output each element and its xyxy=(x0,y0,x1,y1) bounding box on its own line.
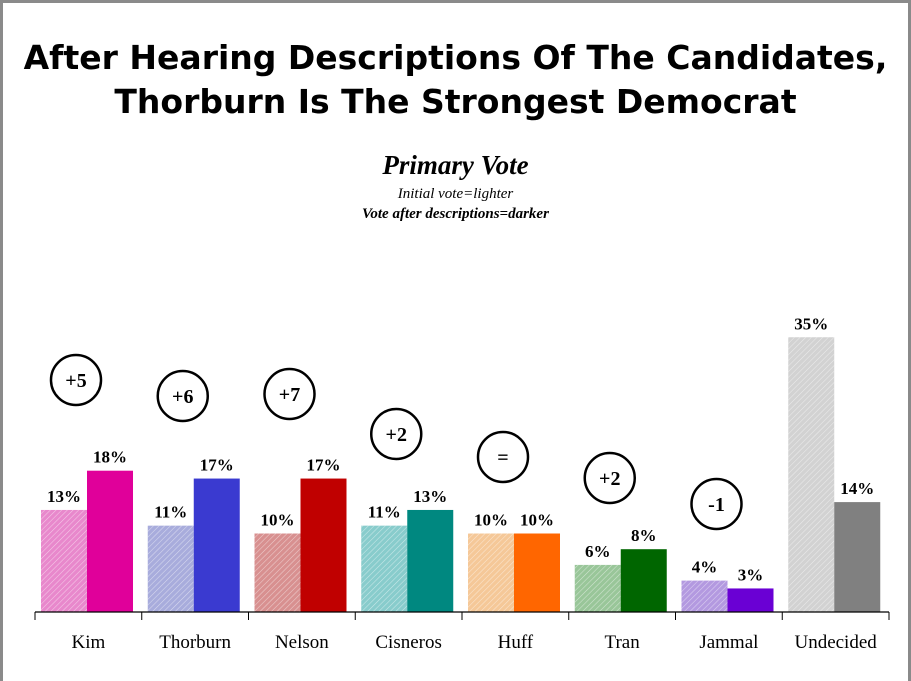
data-label-initial: 35% xyxy=(794,314,828,333)
category-label: Kim xyxy=(71,632,105,653)
bar-initial-hatch-jammal xyxy=(681,580,728,612)
change-label: -1 xyxy=(708,494,725,516)
category-label: Undecided xyxy=(794,632,877,653)
data-label-initial: 11% xyxy=(368,503,401,522)
bar-after-cisneros xyxy=(407,509,454,612)
change-badge xyxy=(583,451,636,505)
change-label: +2 xyxy=(386,424,407,446)
category-label: Tran xyxy=(605,632,641,653)
data-label-after: 17% xyxy=(200,456,234,475)
bar-initial-hatch-tran xyxy=(574,564,621,612)
data-label-initial: 10% xyxy=(474,511,508,530)
change-label: +7 xyxy=(279,384,300,406)
change-label: +2 xyxy=(599,468,620,490)
bar-initial-hatch-undecided xyxy=(788,337,835,612)
bar-after-jammal xyxy=(727,588,774,612)
category-label: Huff xyxy=(498,632,534,653)
after-vote-note: Vote after descriptions=darker xyxy=(362,206,549,222)
bar-initial-hatch-cisneros xyxy=(361,525,408,612)
bar-after-thorburn xyxy=(193,478,240,612)
change-badge xyxy=(263,367,316,421)
data-label-after: 17% xyxy=(307,456,341,475)
bar-after-tran xyxy=(620,549,667,612)
category-label: Cisneros xyxy=(375,632,442,653)
data-label-initial: 4% xyxy=(692,558,718,577)
data-label-initial: 11% xyxy=(154,503,187,522)
change-badge xyxy=(156,369,209,423)
bar-after-nelson xyxy=(300,478,347,612)
change-label: +6 xyxy=(172,386,193,408)
data-label-initial: 10% xyxy=(261,511,295,530)
change-label: +5 xyxy=(65,370,86,392)
chart-title-line2: Thorburn Is The Strongest Democrat xyxy=(114,82,797,121)
data-label-after: 18% xyxy=(93,448,127,467)
change-badge xyxy=(370,407,423,461)
change-badge xyxy=(690,477,743,531)
category-label: Nelson xyxy=(275,632,329,653)
category-label: Jammal xyxy=(699,632,758,653)
chart-title-line1: After Hearing Descriptions Of The Candid… xyxy=(23,38,888,77)
data-label-after: 8% xyxy=(631,526,657,545)
change-badge xyxy=(49,353,103,407)
data-label-after: 14% xyxy=(840,479,874,498)
data-label-after: 3% xyxy=(738,565,764,584)
data-label-after: 13% xyxy=(413,487,447,506)
bar-initial-hatch-thorburn xyxy=(147,525,194,612)
bar-after-undecided xyxy=(834,502,881,612)
data-label-initial: 13% xyxy=(47,487,81,506)
bar-initial-hatch-nelson xyxy=(254,533,301,612)
data-label-initial: 6% xyxy=(585,542,611,561)
bar-initial-hatch-huff xyxy=(468,533,514,612)
bar-after-huff xyxy=(514,533,560,612)
bar-initial-hatch-kim xyxy=(41,509,87,612)
chart-subtitle: Primary Vote xyxy=(382,150,529,180)
initial-vote-note: Initial vote=lighter xyxy=(397,186,514,202)
change-badge xyxy=(476,430,530,484)
change-label: = xyxy=(497,447,508,469)
data-label-after: 10% xyxy=(520,511,554,530)
bar-after-kim xyxy=(87,470,133,612)
category-label: Thorburn xyxy=(159,632,231,653)
